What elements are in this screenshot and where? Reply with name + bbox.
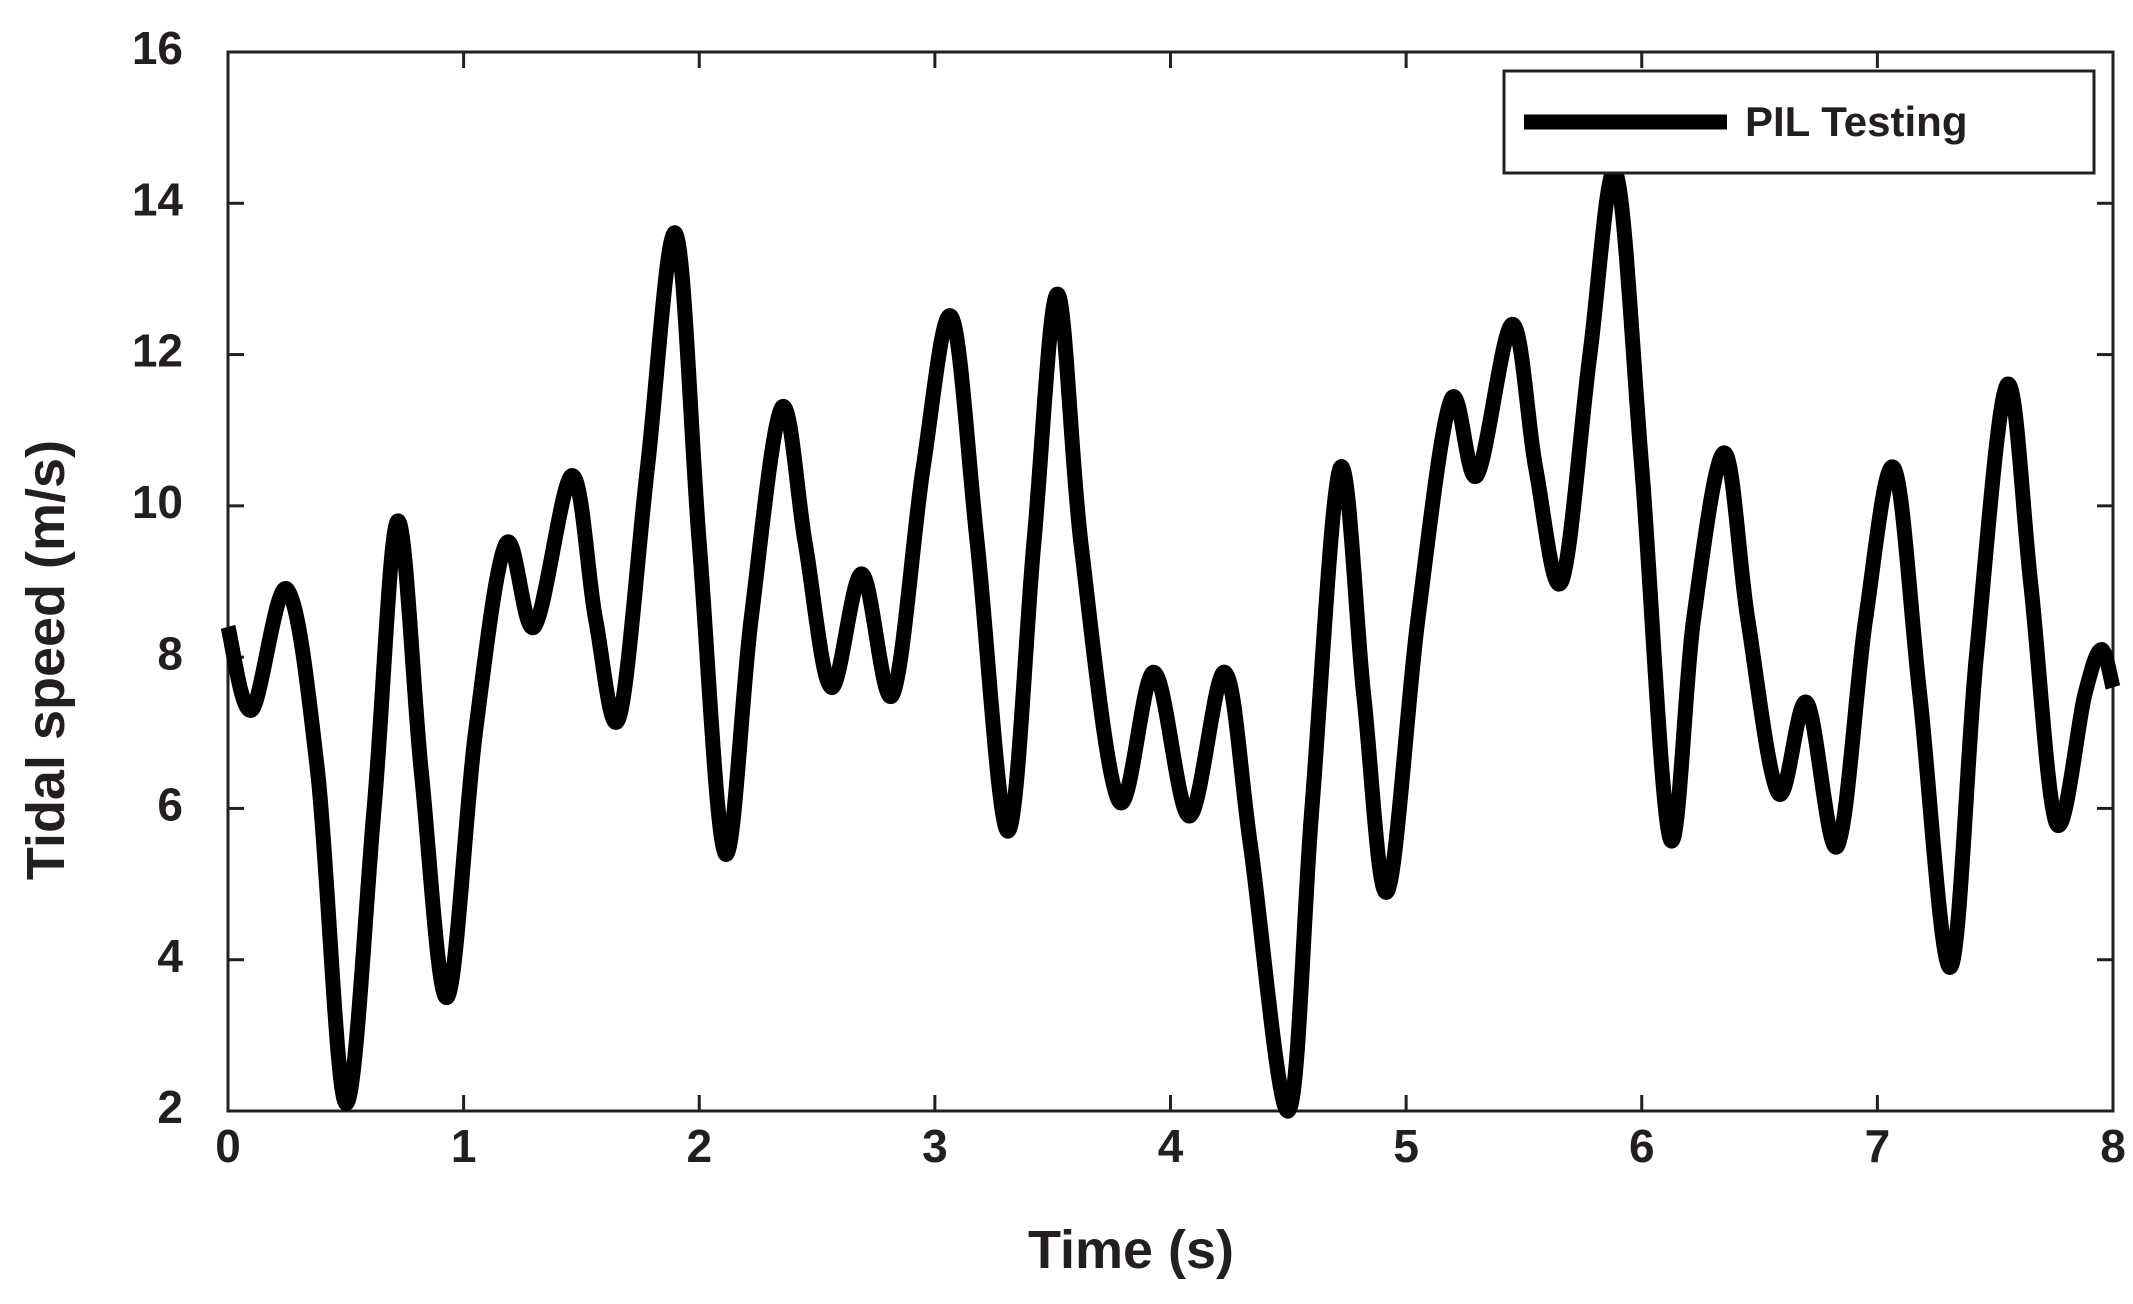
series-line [220, 163, 2121, 1119]
x-tick-label: 8 [2100, 1120, 2126, 1172]
plot-area [226, 50, 2115, 1113]
x-tick-label: 1 [451, 1120, 477, 1172]
x-tick-label: 7 [1865, 1120, 1891, 1172]
y-tick-label: 10 [132, 476, 183, 528]
x-tick-labels: 0 1 2 3 4 5 6 7 8 [215, 1120, 2126, 1172]
y-tick-label: 2 [157, 1081, 183, 1133]
y-tick-label: 4 [157, 930, 183, 982]
y-axis-title: Tidal speed (m/s) [16, 440, 76, 880]
y-tick-label: 6 [157, 779, 183, 831]
x-tick-label: 4 [1158, 1120, 1184, 1172]
x-tick-label: 3 [922, 1120, 948, 1172]
y-tick-label: 16 [132, 22, 183, 74]
y-tick-label: 8 [157, 627, 183, 679]
x-tick-label: 0 [215, 1120, 241, 1172]
x-tick-label: 6 [1629, 1120, 1655, 1172]
legend: PIL Testing [1502, 69, 2096, 175]
y-tick-labels: 2 4 6 8 10 12 14 16 [132, 22, 184, 1133]
y-tick-label: 14 [132, 173, 184, 225]
x-tick-label: 2 [686, 1120, 712, 1172]
legend-label: PIL Testing [1745, 98, 1967, 145]
x-axis-title: Time (s) [1028, 1220, 1234, 1280]
x-tick-label: 5 [1393, 1120, 1419, 1172]
y-tick-label: 12 [132, 325, 183, 377]
